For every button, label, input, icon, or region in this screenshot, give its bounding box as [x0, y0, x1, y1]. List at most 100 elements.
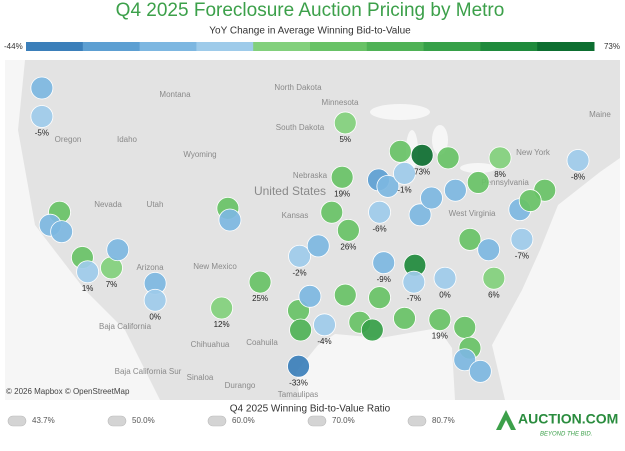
value-label: -7%	[407, 294, 421, 303]
legend-max: 73%	[604, 42, 620, 51]
value-label: 8%	[494, 170, 506, 179]
metro-bubble	[50, 220, 74, 244]
size-legend: 43.7% 50.0% 60.0% 70.0% 80.7%	[7, 415, 455, 427]
map-label: United States	[254, 184, 326, 198]
logo-tagline: BEYOND THE BID.	[540, 432, 592, 438]
metro-bubble	[376, 174, 400, 198]
value-label: -5%	[35, 129, 49, 138]
metro-bubble	[210, 296, 234, 320]
metro-bubble	[306, 234, 330, 258]
size-label: 60.0%	[232, 416, 255, 425]
map-label: Chihuahua	[191, 340, 230, 349]
map-label: Pennsylvania	[481, 178, 529, 187]
map-label: Sinaloa	[187, 373, 214, 382]
map-label: Oregon	[55, 135, 82, 144]
metro-bubble	[368, 286, 391, 310]
value-label: 0%	[149, 312, 161, 321]
metro-bubble	[360, 318, 384, 342]
value-label: -4%	[317, 337, 331, 346]
metro-bubble	[372, 251, 396, 275]
map-label: New Mexico	[193, 262, 237, 271]
metro-bubble	[566, 149, 590, 172]
metro-bubble	[388, 140, 412, 163]
metro-bubble	[453, 348, 477, 372]
map-label: Arizona	[136, 263, 164, 272]
metro-bubble	[410, 143, 434, 167]
legend-swatch	[253, 42, 311, 51]
map-label: Idaho	[117, 135, 138, 144]
metro-bubble	[288, 244, 311, 268]
metro-bubble	[408, 203, 432, 227]
map-label: Wyoming	[183, 150, 216, 159]
value-label: -1%	[397, 186, 411, 195]
value-label: 0%	[439, 290, 451, 299]
size-swatch	[7, 415, 27, 427]
value-label: -7%	[515, 252, 529, 261]
legend-swatch	[196, 42, 254, 51]
value-label: 12%	[214, 320, 230, 329]
size-swatch	[107, 415, 127, 427]
map-label: Utah	[147, 200, 164, 209]
legend-swatch	[537, 42, 595, 51]
value-label: 25%	[252, 294, 268, 303]
logo-name: AUCTION.COM	[518, 411, 618, 427]
map-labels: Montana North Dakota Minnesota South Dak…	[55, 83, 612, 399]
metro-bubble	[468, 359, 492, 383]
metro-bubble	[466, 171, 490, 194]
legend-swatch	[480, 42, 538, 51]
metro-bubble	[313, 313, 336, 337]
map-label: Nevada	[94, 200, 122, 209]
metro-bubble	[30, 105, 54, 128]
map: Montana North Dakota Minnesota South Dak…	[5, 60, 620, 400]
value-label: 6%	[488, 290, 500, 299]
size-swatch	[207, 415, 227, 427]
metro-bubble	[106, 238, 130, 262]
legend-swatch	[26, 42, 84, 51]
metro-bubble	[248, 270, 272, 294]
metro-bubble	[333, 283, 357, 307]
map-label: Durango	[225, 381, 256, 390]
markers: -5% 5% 1% 7% 0% 12% 25% -2% 26% 19% -1% 73% 8% -8% -6%…	[30, 76, 590, 387]
metro-bubble	[510, 227, 534, 251]
metro-bubble	[320, 200, 344, 224]
legend-title: YoY Change in Average Winning Bid-to-Val…	[209, 26, 411, 37]
metro-bubble	[488, 146, 512, 170]
metro-bubble	[289, 318, 312, 342]
pacific	[5, 60, 160, 400]
metro-bubble	[287, 354, 310, 378]
value-label: -9%	[377, 275, 391, 284]
metro-bubble	[143, 288, 167, 312]
metro-bubble	[482, 266, 506, 290]
metro-bubble	[420, 186, 443, 210]
map-label: Montana	[159, 90, 191, 99]
metro-bubble	[298, 284, 322, 308]
legend-swatch	[310, 42, 368, 51]
value-label: 7%	[106, 280, 118, 289]
map-label: West Virginia	[449, 209, 496, 218]
map-label: South Dakota	[276, 123, 325, 132]
metro-bubble	[330, 165, 354, 189]
metro-bubble	[402, 270, 426, 294]
size-label: 43.7%	[32, 416, 55, 425]
metro-bubble	[30, 76, 54, 100]
value-label: 19%	[432, 332, 448, 341]
value-label: 19%	[334, 189, 350, 198]
metro-bubble	[458, 227, 482, 251]
map-label: Tamaulipas	[278, 390, 318, 399]
legend-swatch	[139, 42, 197, 51]
logo-icon	[496, 410, 516, 430]
value-label: 26%	[340, 242, 356, 251]
metro-bubble	[433, 266, 457, 290]
map-label: Baja California Sur	[115, 367, 182, 376]
title: Q4 2025 Foreclosure Auction Pricing by M…	[116, 0, 505, 21]
metro-bubble	[368, 200, 391, 224]
metro-bubble	[477, 238, 501, 262]
size-swatch	[407, 415, 427, 427]
metro-bubble	[453, 315, 477, 339]
map-label: Maine	[589, 110, 611, 119]
metro-bubble	[393, 162, 416, 185]
value-label: 1%	[82, 284, 94, 293]
metro-bubble	[444, 178, 467, 202]
legend-swatch	[423, 42, 481, 51]
value-label: -33%	[289, 378, 308, 387]
